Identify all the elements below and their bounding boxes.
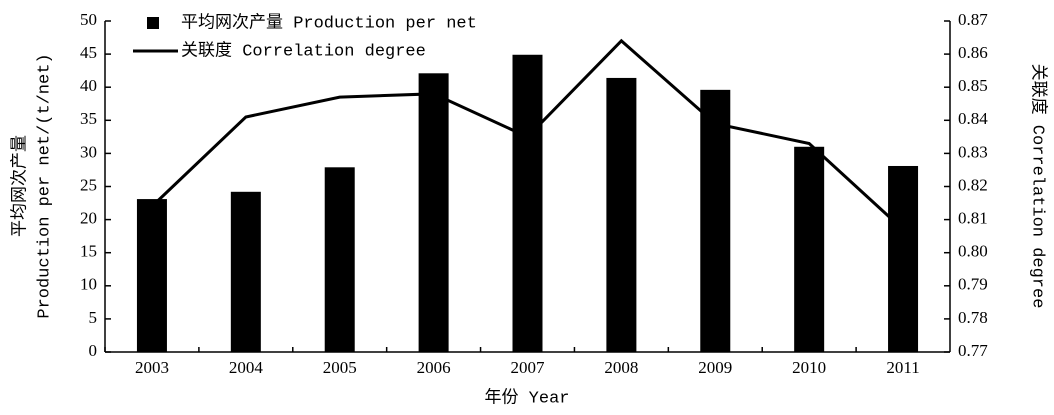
y-tick-label: 45 [80, 43, 97, 62]
y-axis-title: 平均网次产量 [9, 135, 30, 237]
x-tick-label: 2005 [323, 358, 357, 377]
y2-tick-label: 0.84 [958, 109, 988, 128]
y-tick-label: 30 [80, 142, 97, 161]
y-tick-label: 25 [80, 175, 97, 194]
x-tick-label: 2003 [135, 358, 169, 377]
y2-tick-label: 0.80 [958, 242, 988, 261]
x-tick-label: 2011 [886, 358, 919, 377]
x-tick-label: 2006 [417, 358, 451, 377]
y2-tick-label: 0.78 [958, 308, 988, 327]
bar [700, 89, 731, 353]
x-tick-label: 2007 [511, 358, 546, 377]
bar [888, 165, 919, 352]
y2-axis-title: 关联度 Correlation degree [1028, 64, 1049, 309]
x-tick-label: 2009 [698, 358, 732, 377]
y-tick-label: 15 [80, 242, 97, 261]
y2-tick-label: 0.79 [958, 275, 988, 294]
y-axis-title: Production per net/(t/net) [35, 53, 54, 318]
legend-label: 平均网次产量 Production per net [181, 12, 477, 33]
y-tick-label: 50 [80, 10, 97, 29]
bar [324, 167, 355, 352]
y-tick-label: 10 [80, 275, 97, 294]
x-tick-label: 2008 [604, 358, 638, 377]
bar [230, 191, 261, 352]
bar [606, 77, 637, 352]
bar [136, 199, 167, 352]
line [150, 38, 905, 231]
y-tick-label: 0 [89, 341, 98, 360]
y-tick-label: 35 [80, 109, 97, 128]
y-tick-label: 20 [80, 209, 97, 228]
y2-tick-label: 0.81 [958, 209, 988, 228]
y2-tick-label: 0.87 [958, 10, 988, 29]
bar [512, 54, 543, 353]
y-tick-label: 40 [80, 76, 97, 95]
bar [418, 73, 449, 352]
y2-tick-label: 0.85 [958, 76, 988, 95]
legend-label: 关联度 Correlation degree [181, 40, 426, 61]
bar [794, 146, 825, 352]
y2-tick-label: 0.77 [958, 341, 988, 360]
legend-swatch [147, 17, 159, 29]
y-tick-label: 5 [89, 308, 98, 327]
y2-tick-label: 0.86 [958, 43, 988, 62]
y2-tick-label: 0.83 [958, 142, 988, 161]
y2-tick-label: 0.82 [958, 175, 988, 194]
x-tick-label: 2010 [792, 358, 826, 377]
x-tick-label: 2004 [229, 358, 264, 377]
x-axis-title: 年份 Year [484, 387, 569, 408]
